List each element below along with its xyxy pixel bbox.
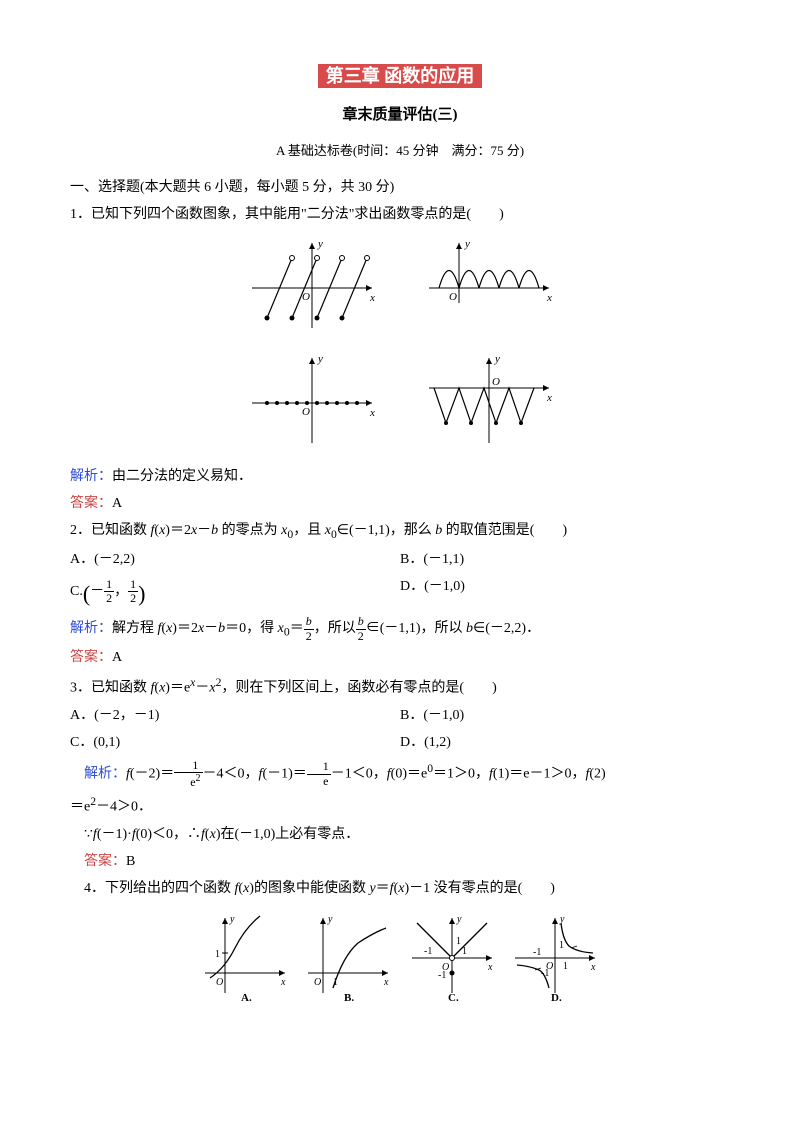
svg-text:D.: D. — [551, 992, 562, 1003]
svg-text:x: x — [369, 407, 375, 419]
q3-optA: A．(－2，－1) — [70, 703, 400, 728]
svg-text:D: D — [485, 445, 494, 448]
svg-text:O: O — [302, 406, 310, 418]
subtitle: 章末质量评估(三) — [70, 102, 730, 129]
svg-text:O: O — [314, 977, 321, 988]
q4-fig-d: x y O -11 1-1 D. — [505, 908, 605, 1003]
svg-text:-1: -1 — [533, 947, 541, 958]
svg-text:O: O — [492, 376, 500, 388]
svg-text:1: 1 — [456, 936, 461, 947]
q2-row1: A．(－2,2) B．(－1,1) — [70, 547, 730, 572]
svg-text:A.: A. — [241, 992, 252, 1003]
svg-text:x: x — [280, 977, 286, 988]
svg-text:B.: B. — [344, 992, 354, 1003]
svg-text:x: x — [383, 977, 389, 988]
svg-text:1: 1 — [563, 961, 568, 972]
svg-text:O: O — [302, 291, 310, 303]
q1-jiexi: 解析：由二分法的定义易知． — [70, 464, 730, 489]
q3-optC: C．(0,1) — [70, 730, 400, 755]
q2-optB: B．(－1,1) — [400, 547, 730, 572]
svg-text:-1: -1 — [438, 970, 446, 981]
q2-optC: C.(－12，12) — [70, 574, 400, 614]
svg-text:y: y — [317, 353, 323, 365]
q1-daan: 答案：A — [70, 491, 730, 516]
q1-figures-row2: x y O C x y O D — [70, 348, 730, 457]
q2-optA: A．(－2,2) — [70, 547, 400, 572]
q2-optD: D．(－1,0) — [400, 574, 730, 614]
section-1-heading: 一、选择题(本大题共 6 小题，每小题 5 分，共 30 分) — [70, 175, 730, 200]
q2-row2: C.(－12，12) D．(－1,0) — [70, 574, 730, 614]
svg-text:C: C — [308, 445, 317, 448]
q2-jiexi: 解析：解方程 f(x)＝2x－b＝0，得 x0＝b2，所以b2∈(－1,1)，所… — [70, 615, 730, 643]
svg-text:O: O — [449, 291, 457, 303]
svg-text:O: O — [216, 977, 223, 988]
q4-fig-b: x y O 1 B. — [298, 908, 398, 1003]
svg-text:1: 1 — [559, 940, 564, 951]
q1-fig-b: x y O B — [419, 233, 559, 333]
svg-text:-1: -1 — [424, 946, 432, 957]
q3-daan: 答案：B — [70, 849, 730, 874]
q1-fig-d: x y O D — [419, 348, 559, 448]
q3-jiexi-line2: ∵f(－1)·f(0)＜0，∴f(x)在(－1,0)上必有零点． — [70, 822, 730, 847]
svg-text:y: y — [559, 914, 565, 925]
svg-text:1: 1 — [462, 946, 467, 957]
q4-fig-c: x y O -11 1-1 C. — [402, 908, 502, 1003]
svg-text:x: x — [369, 292, 375, 304]
daan-label: 答案： — [70, 496, 112, 511]
q4-text: 4．下列给出的四个函数 f(x)的图象中能使函数 y＝f(x)－1 没有零点的是… — [70, 876, 730, 901]
svg-text:1: 1 — [215, 949, 220, 960]
chapter-title: 第三章 函数的应用 — [70, 60, 730, 92]
svg-text:y: y — [456, 914, 462, 925]
q1-fig-c: x y O C — [242, 348, 382, 448]
q3-jiexi-cont: ＝e2－4＞0． — [70, 791, 730, 820]
jiexi-label: 解析： — [70, 469, 112, 484]
q3-text: 3．已知函数 f(x)＝ex－x2，则在下列区间上，函数必有零点的是( ) — [70, 672, 730, 701]
q3-row2: C．(0,1) D．(1,2) — [70, 730, 730, 755]
q2-daan: 答案：A — [70, 645, 730, 670]
meta-line: A 基础达标卷(时间：45 分钟 满分：75 分) — [70, 139, 730, 162]
svg-text:x: x — [487, 962, 493, 973]
svg-text:y: y — [464, 238, 470, 250]
q2-text: 2．已知函数 f(x)＝2x－b 的零点为 x0，且 x0∈(－1,1)，那么 … — [70, 518, 730, 545]
svg-text:x: x — [546, 292, 552, 304]
q3-optD: D．(1,2) — [400, 730, 730, 755]
title-highlight: 第三章 函数的应用 — [318, 64, 483, 88]
svg-text:y: y — [327, 914, 333, 925]
svg-text:x: x — [590, 962, 596, 973]
q3-row1: A．(－2，－1) B．(－1,0) — [70, 703, 730, 728]
svg-text:-1: -1 — [541, 968, 549, 979]
svg-text:1: 1 — [333, 977, 338, 988]
q4-fig-a: x y O 1 A. — [195, 908, 295, 1003]
q1-text: 1．已知下列四个函数图象，其中能用"二分法"求出函数零点的是( ) — [70, 202, 730, 227]
q4-figures: x y O 1 A. x y O 1 B. x y O -1 1 1 -1 C. x… — [70, 908, 730, 1012]
q3-jiexi: 解析：f(－2)＝1e2－4＜0，f(－1)＝1e－1＜0，f(0)＝e0＝1＞… — [70, 758, 730, 790]
q1-figures-row1: x y O A x y O B — [70, 233, 730, 342]
svg-text:C.: C. — [448, 992, 459, 1003]
svg-text:y: y — [229, 914, 235, 925]
svg-text:x: x — [546, 392, 552, 404]
svg-text:y: y — [494, 353, 500, 365]
q3-optB: B．(－1,0) — [400, 703, 730, 728]
q1-fig-a: x y O A — [242, 233, 382, 333]
svg-text:y: y — [317, 238, 323, 250]
svg-text:A: A — [308, 330, 317, 333]
svg-text:B: B — [485, 330, 493, 333]
